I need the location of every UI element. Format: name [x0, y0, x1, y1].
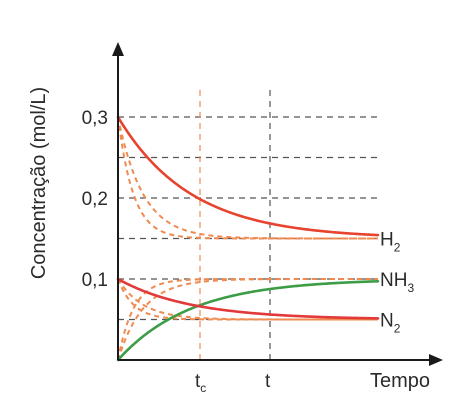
series-line-H2 — [116, 115, 380, 237]
catalyzed-curves-layer — [117, 116, 378, 361]
series-label-main: H — [380, 230, 394, 251]
axis-layer — [112, 42, 443, 366]
series-label-main: N — [380, 311, 394, 332]
series-label-main: NH — [380, 270, 407, 291]
catalyzed-curve-N2-5 — [117, 278, 378, 321]
x-marker-label-tc: tc — [195, 371, 206, 394]
x-axis-arrow — [429, 354, 443, 366]
series-label-N2: N2 — [380, 311, 401, 336]
x-marker-label-main: t — [265, 371, 271, 392]
x-marker-label-main: t — [195, 371, 201, 392]
y-axis-title: Concentração (mol/L) — [28, 87, 50, 279]
catalyzed-curve-NH3-3 — [117, 278, 378, 361]
series-line-N2 — [116, 277, 380, 320]
series-line-NH3 — [116, 279, 380, 362]
y-tick-label: 0,1 — [82, 270, 108, 291]
y-axis-arrow — [112, 42, 124, 56]
series-label-sub: 2 — [394, 322, 401, 336]
y-tick-label: 0,2 — [82, 189, 108, 210]
series-label-NH3: NH3 — [380, 270, 414, 295]
catalyzed-curve-H2-0 — [117, 116, 378, 240]
catalyzed-curve-H2-1 — [117, 116, 378, 240]
series-label-sub: 2 — [394, 241, 401, 255]
series-label-H2: H2 — [380, 230, 401, 255]
y-tick-label: 0,3 — [82, 108, 108, 129]
x-marker-label-sub: c — [200, 381, 206, 394]
x-axis-title: Tempo — [370, 370, 430, 392]
x-marker-label-t: t — [265, 371, 271, 392]
series-layer — [116, 115, 380, 362]
series-label-sub: 3 — [407, 281, 414, 295]
